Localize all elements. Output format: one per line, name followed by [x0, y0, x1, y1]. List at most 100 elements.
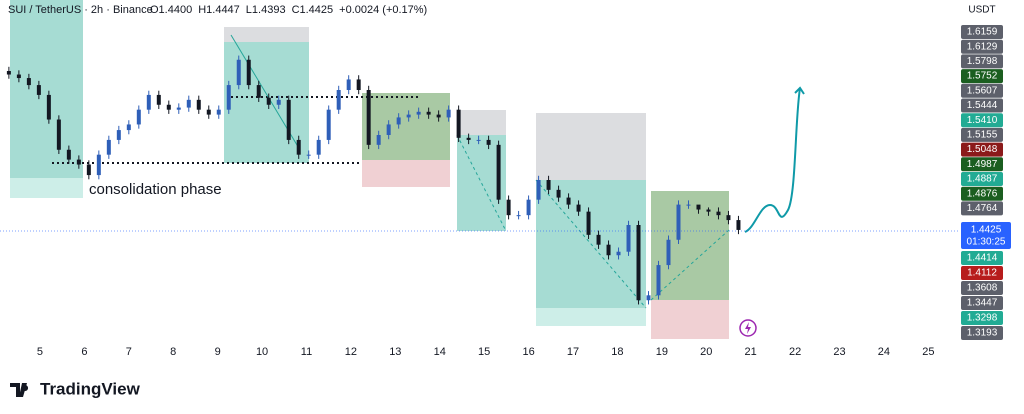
candle-body	[726, 215, 731, 221]
price-badge-label: 1.4987	[967, 159, 998, 170]
x-tick-label: 14	[434, 346, 446, 358]
price-badge	[961, 39, 1003, 54]
candle-body	[296, 139, 301, 155]
currency: USDT	[968, 5, 995, 16]
candle-body	[716, 211, 721, 216]
zone	[536, 308, 646, 326]
candle-body	[736, 220, 741, 230]
candle-body	[376, 135, 381, 145]
x-tick-label: 21	[745, 346, 757, 358]
candle-body	[196, 99, 201, 110]
price-badge	[961, 266, 1003, 280]
candle-body	[516, 215, 521, 217]
candles	[6, 55, 741, 305]
candle-body	[436, 114, 441, 118]
candle-body	[56, 119, 61, 150]
candle-body	[476, 139, 481, 141]
zone	[10, 178, 83, 198]
candle-body	[416, 111, 421, 115]
candle-body	[556, 189, 561, 198]
price-badge	[961, 157, 1003, 172]
x-tick-label: 19	[656, 346, 668, 358]
x-tick-label: 22	[789, 346, 801, 358]
candle-body	[76, 159, 81, 165]
candle-body	[266, 97, 271, 105]
countdown: 01:30:25	[967, 237, 1006, 248]
zone	[10, 0, 83, 178]
candle-body	[666, 239, 671, 266]
x-tick-label: 13	[389, 346, 401, 358]
candle-body	[656, 265, 661, 296]
candle-body	[186, 99, 191, 108]
price-badge-label: 1.5048	[967, 144, 998, 155]
x-tick-label: 7	[126, 346, 132, 358]
candle-body	[316, 139, 321, 155]
zone	[651, 191, 729, 300]
projection-arrow	[794, 86, 805, 95]
candle-body	[136, 109, 141, 125]
candle-body	[616, 251, 621, 256]
candle-body	[346, 79, 351, 90]
candle-body	[156, 94, 161, 105]
ohlc-label: L1.4393	[246, 4, 286, 16]
candle-body	[236, 59, 241, 86]
x-tick-label: 25	[922, 346, 934, 358]
x-tick-label: 20	[700, 346, 712, 358]
price-badge-label: 1.3447	[967, 298, 998, 309]
candle-body	[586, 211, 591, 235]
candle-body	[6, 71, 11, 75]
brand-logo	[10, 383, 29, 397]
candle-body	[176, 107, 181, 110]
candle-body	[326, 109, 331, 140]
candle-body	[546, 180, 551, 190]
x-tick-label: 6	[81, 346, 87, 358]
candle-body	[126, 124, 131, 131]
x-tick-label: 9	[215, 346, 221, 358]
candle-body	[406, 114, 411, 118]
candle-body	[526, 199, 531, 216]
price-badge-label: 1.4764	[967, 203, 998, 214]
brand-name: TradingView	[40, 379, 141, 398]
price-badge	[961, 201, 1003, 216]
last-price-label: 1.4425	[971, 225, 1002, 236]
x-tick-label: 23	[833, 346, 845, 358]
x-tick-label: 18	[611, 346, 623, 358]
ohlc-label: O1.4400	[150, 4, 192, 16]
zone	[224, 27, 309, 42]
symbol-title: SUI / TetherUS · 2h · Binance	[8, 4, 153, 16]
ohlc-label: C1.4425	[292, 4, 334, 16]
price-badge-label: 1.6129	[967, 41, 998, 52]
zone	[362, 160, 450, 187]
ohlc-label: +0.0024 (+0.17%)	[339, 4, 427, 16]
price-badge-label: 1.5155	[967, 130, 998, 141]
projection-path	[744, 87, 801, 233]
candle-body	[16, 74, 21, 79]
candle-body	[226, 85, 231, 110]
price-badge	[961, 25, 1003, 39]
candle-body	[106, 139, 111, 155]
candle-body	[536, 180, 541, 200]
price-badge	[961, 251, 1003, 265]
candle-body	[166, 104, 171, 110]
candle-body	[36, 85, 41, 95]
price-badge-label: 1.5444	[967, 100, 998, 111]
candle-body	[466, 137, 471, 140]
x-tick-label: 12	[345, 346, 357, 358]
ohlc-label: H1.4447	[198, 4, 240, 16]
candle-body	[686, 204, 691, 206]
candle-body	[26, 78, 31, 86]
candle-body	[146, 94, 151, 110]
candle-body	[446, 109, 451, 118]
candle-body	[496, 144, 501, 200]
price-badge-label: 1.5607	[967, 85, 998, 96]
price-badge-label: 1.5752	[967, 71, 998, 82]
candle-body	[646, 295, 651, 301]
candle-body	[256, 85, 261, 98]
candle-body	[506, 199, 511, 216]
zone	[457, 110, 506, 135]
x-tick-label: 10	[256, 346, 268, 358]
candle-body	[216, 109, 221, 115]
candle-body	[276, 99, 281, 105]
x-tick-label: 11	[301, 346, 312, 358]
